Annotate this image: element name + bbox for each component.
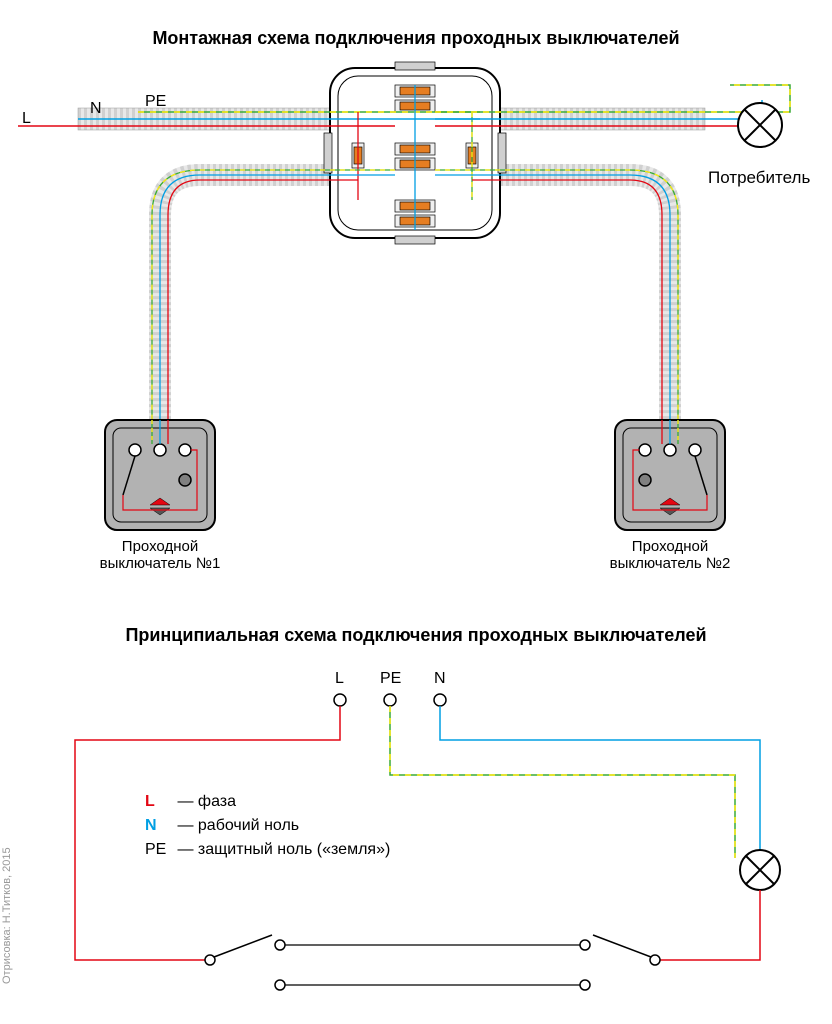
legend-L: L bbox=[145, 790, 173, 814]
legend-N-row: N — рабочий ноль bbox=[145, 814, 390, 838]
label-N: N bbox=[90, 100, 102, 118]
label-consumer: Потребитель bbox=[708, 168, 810, 188]
switch1-l1: Проходной bbox=[122, 538, 198, 555]
legend: L — фаза N — рабочий ноль PE — защитный … bbox=[145, 790, 390, 862]
legend-PE-row: PE — защитный ноль («земля») bbox=[145, 838, 390, 862]
switch1-l2: выключатель №1 bbox=[100, 555, 221, 572]
switch2-l1: Проходной bbox=[632, 538, 708, 555]
legend-PE-desc: — защитный ноль («земля») bbox=[177, 841, 390, 858]
legend-N: N bbox=[145, 814, 173, 838]
legend-N-desc: — рабочий ноль bbox=[177, 817, 299, 834]
wiring-diagram-svg bbox=[0, 0, 832, 1024]
label-L: L bbox=[22, 110, 31, 128]
schematic-PE: PE bbox=[380, 670, 401, 688]
label-switch1: Проходной выключатель №1 bbox=[85, 538, 235, 572]
legend-L-desc: — фаза bbox=[177, 793, 236, 810]
schematic-L: L bbox=[335, 670, 344, 688]
label-PE: PE bbox=[145, 93, 166, 111]
label-switch2: Проходной выключатель №2 bbox=[595, 538, 745, 572]
legend-PE: PE bbox=[145, 838, 173, 862]
switch2-l2: выключатель №2 bbox=[610, 555, 731, 572]
credit: Отрисовка: Н.Титков, 2015 bbox=[1, 847, 13, 984]
legend-L-row: L — фаза bbox=[145, 790, 390, 814]
schematic-N: N bbox=[434, 670, 446, 688]
diagram-title-2: Принципиальная схема подключения проходн… bbox=[0, 625, 832, 646]
